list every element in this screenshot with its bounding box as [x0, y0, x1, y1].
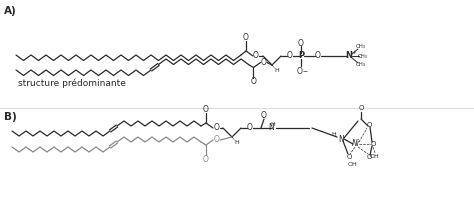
Text: O: O	[315, 52, 321, 60]
Text: O: O	[261, 58, 267, 67]
Text: +: +	[352, 49, 356, 55]
Text: O: O	[214, 124, 220, 132]
Text: O: O	[261, 111, 267, 119]
Text: O: O	[287, 52, 293, 60]
Text: O: O	[298, 39, 304, 47]
Text: CH₃: CH₃	[356, 45, 366, 49]
Text: structure prédominante: structure prédominante	[18, 78, 126, 88]
Text: O: O	[243, 33, 249, 43]
Text: N: N	[346, 52, 353, 60]
Text: O: O	[253, 52, 259, 60]
Text: OH: OH	[370, 154, 380, 158]
Text: H: H	[235, 141, 239, 145]
Text: B): B)	[4, 112, 17, 122]
Text: O: O	[203, 154, 209, 164]
Polygon shape	[231, 137, 236, 142]
Text: O: O	[203, 105, 209, 114]
Text: P: P	[298, 52, 304, 60]
Text: H: H	[332, 131, 337, 137]
Text: Ni: Ni	[352, 140, 360, 148]
Polygon shape	[272, 65, 276, 70]
Text: O: O	[366, 154, 372, 160]
Text: N: N	[338, 134, 344, 144]
Text: CH₃: CH₃	[356, 62, 366, 68]
Text: O: O	[366, 122, 372, 128]
Text: H: H	[271, 122, 275, 128]
Text: A): A)	[4, 6, 17, 16]
Text: O: O	[251, 77, 256, 86]
Text: −: −	[302, 69, 308, 73]
Text: O: O	[358, 105, 364, 111]
Text: O: O	[247, 124, 253, 132]
Text: O: O	[214, 135, 220, 144]
Text: OH: OH	[348, 163, 358, 167]
Text: O: O	[297, 66, 303, 75]
Text: O: O	[370, 141, 376, 147]
Text: CH₃: CH₃	[358, 53, 368, 59]
Text: O: O	[346, 154, 352, 160]
Text: H: H	[274, 69, 279, 73]
Text: N: N	[268, 124, 274, 132]
